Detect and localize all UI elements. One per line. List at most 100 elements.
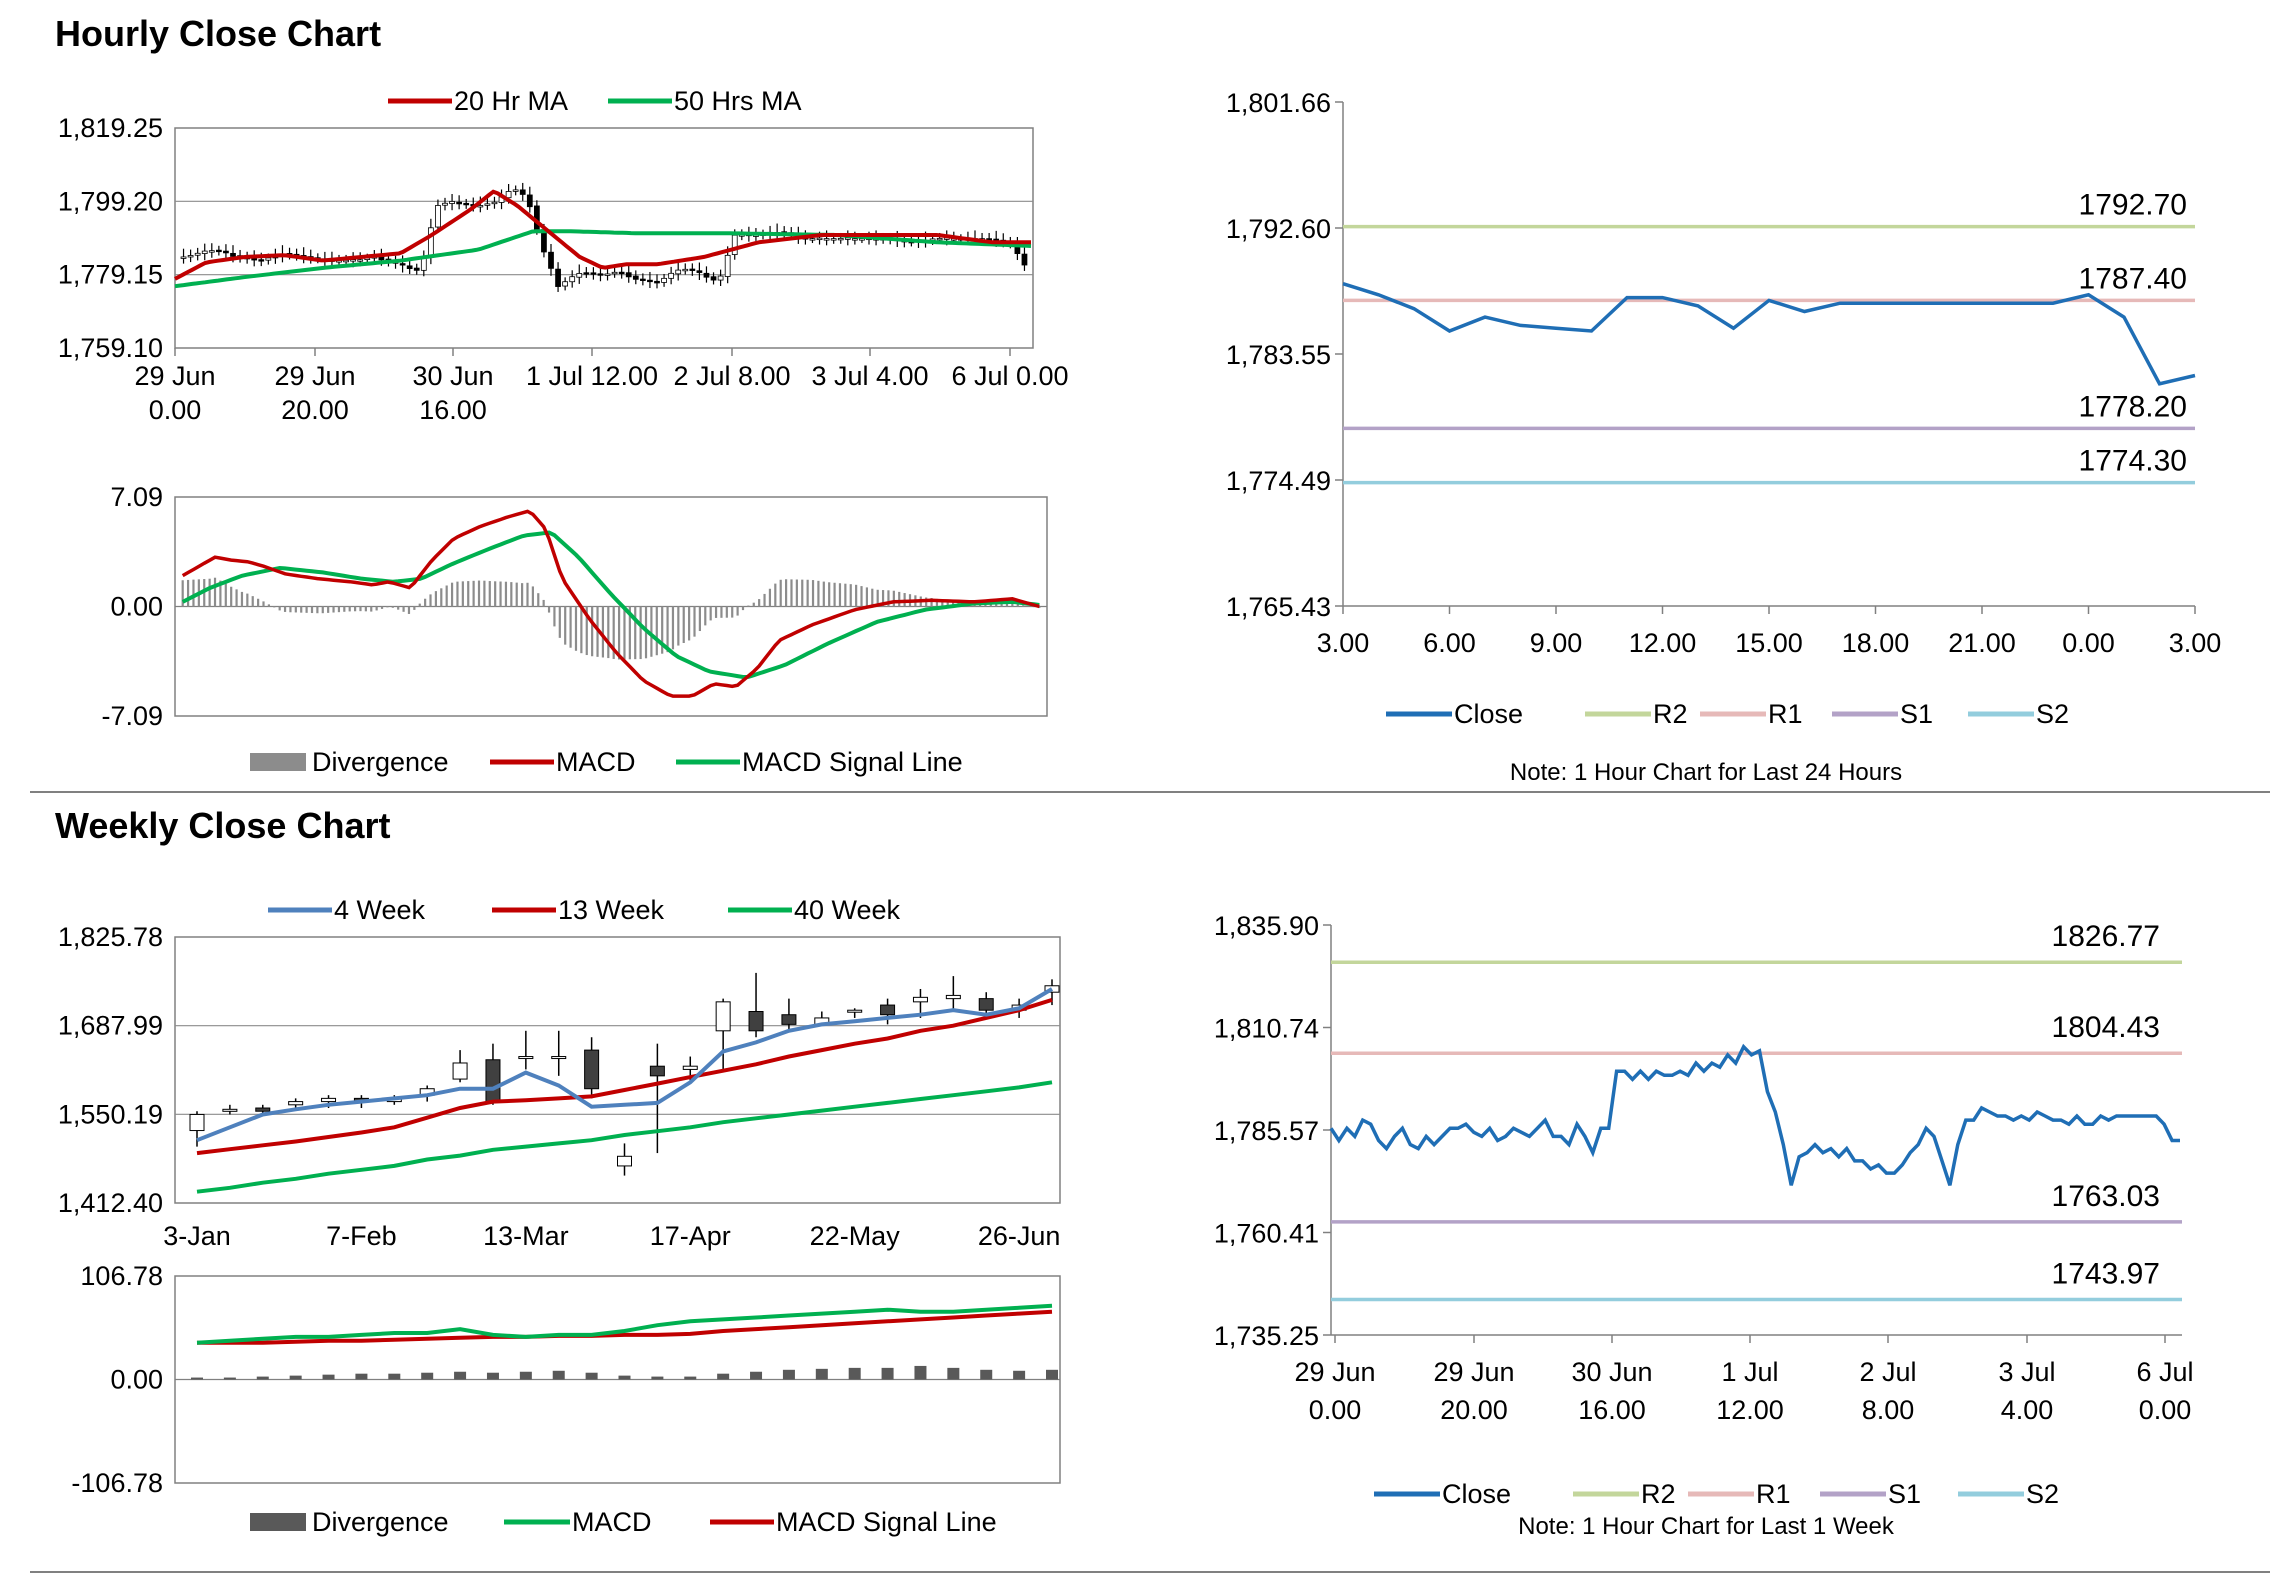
hourly-candle-body [1021, 253, 1028, 266]
hourly-candle-body [590, 272, 597, 275]
weekly-candle-body [1044, 985, 1060, 993]
weekly-price-y-tick: 1,687.99 [58, 1011, 163, 1041]
hourly-legend-50hrs-ma-label: 50 Hrs MA [674, 86, 802, 116]
weekly-price-chart: 1,825.78 1,687.99 1,550.19 1,412.403-Jan 7-F… [58, 895, 1061, 1251]
hourly-candle-body [717, 275, 724, 281]
hourly-level-label-s2: 1774.30 [2079, 445, 2187, 478]
weekly-macd-divergence-bar [782, 1369, 795, 1380]
weekly-candle-body [781, 1014, 797, 1025]
hourly-price-x-tick: 6 Jul 0.00 [951, 361, 1068, 391]
weekly-macd-y-tick: -106.78 [71, 1468, 163, 1498]
weekly-level-label-r2: 1826.77 [2052, 920, 2160, 953]
hourly-levels-note: Note: 1 Hour Chart for Last 24 Hours [1510, 759, 1902, 786]
weekly-macd-line [196, 1303, 1053, 1345]
hourly-legend-divergence-label: Divergence [312, 747, 449, 777]
weekly-macd-divergence-bar [585, 1372, 598, 1380]
weekly-macd-divergence-bar [717, 1373, 730, 1380]
hourly-levels-x-tick: 3.00 [2169, 628, 2222, 658]
hourly-candle-body [378, 256, 385, 261]
hourly-candle-body [689, 268, 696, 271]
hourly-candle-body [548, 251, 554, 269]
hourly-levels-y-tick: 1,774.49 [1226, 466, 1331, 496]
hourly-candle-body [463, 202, 470, 206]
weekly-4week-ma-line [196, 987, 1054, 1143]
weekly-levels-x-tick: 8.00 [1862, 1395, 1915, 1425]
weekly-levels-legend-close-label: Close [1442, 1479, 1511, 1509]
weekly-levels-legend-r1-label: R1 [1756, 1479, 1791, 1509]
weekly-candle-body [584, 1049, 600, 1090]
hourly-candle-body [435, 205, 441, 228]
hourly-macd-y-tick: 7.09 [110, 482, 163, 512]
weekly-price-y-tick: 1,412.40 [58, 1188, 163, 1218]
weekly-levels-x-tick: 2 Jul [1859, 1357, 1916, 1387]
weekly-levels-y-tick: 1,835.90 [1214, 911, 1319, 941]
hourly-levels-x-tick: 9.00 [1530, 628, 1583, 658]
hourly-macd-signal-line [181, 530, 1040, 680]
hourly-candle-body [682, 268, 689, 272]
hourly-candle-body [675, 269, 682, 275]
weekly-macd-y-tick: 106.78 [80, 1261, 163, 1291]
hourly-candle-body [611, 271, 618, 275]
weekly-legend-macd-signal-label: MACD Signal Line [776, 1507, 997, 1537]
hourly-candle-body [625, 272, 632, 278]
weekly-levels-legend-r2-label: R2 [1641, 1479, 1676, 1509]
hourly-candle-body [724, 254, 731, 277]
hourly-candle-body [413, 267, 420, 271]
hourly-levels-x-tick: 12.00 [1629, 628, 1697, 658]
hourly-candle-body [512, 189, 519, 192]
hourly-legend-macd-signal-label: MACD Signal Line [742, 747, 963, 777]
weekly-macd-divergence-bar [223, 1377, 236, 1380]
weekly-legend-4week-label: 4 Week [334, 895, 426, 925]
hourly-candle-body [569, 276, 576, 283]
hourly-candle-body [223, 250, 229, 254]
weekly-candle-body [682, 1065, 698, 1070]
hourly-macd-line [181, 509, 1040, 698]
hourly-candle-body [583, 272, 590, 275]
hourly-levels-x-tick: 0.00 [2062, 628, 2115, 658]
weekly-levels-x-tick: 6 Jul [2136, 1357, 2193, 1387]
hourly-candle-body [696, 270, 703, 273]
weekly-levels-x-tick: 4.00 [2001, 1395, 2054, 1425]
hourly-candle-body [816, 237, 823, 241]
hourly-candle-body [823, 238, 830, 241]
hourly-price-x-tick: 0.00 [149, 395, 202, 425]
weekly-levels-close-line [1329, 1043, 2180, 1186]
hourly-levels-y-tick: 1,783.55 [1226, 340, 1331, 370]
hourly-candle-body [230, 252, 236, 257]
weekly-macd-divergence-bar [1013, 1370, 1026, 1380]
hourly-price-y-tick: 1,759.10 [58, 333, 163, 363]
weekly-price-x-tick: 13-Mar [483, 1221, 569, 1251]
hourly-levels-legend-s2-label: S2 [2036, 699, 2069, 729]
weekly-price-x-tick: 17-Apr [650, 1221, 731, 1251]
weekly-candle-body [945, 994, 961, 1000]
hourly-legend-macd-label: MACD [556, 747, 636, 777]
weekly-macd-signal-line [197, 1309, 1053, 1345]
weekly-price-y-tick: 1,825.78 [58, 922, 163, 952]
weekly-macd-divergence-bar [1046, 1369, 1058, 1380]
weekly-macd-divergence-bar [684, 1376, 697, 1380]
weekly-levels-y-tick: 1,785.57 [1214, 1116, 1319, 1146]
hourly-candle-body [456, 201, 463, 205]
weekly-candle-body [617, 1155, 632, 1167]
hourly-price-y-tick: 1,819.25 [58, 113, 163, 143]
hourly-candle-body [505, 191, 512, 199]
hourly-candle-body [187, 255, 194, 258]
weekly-candle-body [847, 1009, 863, 1013]
hourly-candle-body [406, 265, 413, 270]
weekly-macd-divergence-bar [815, 1368, 828, 1380]
hourly-candle-body [837, 237, 844, 241]
hourly-50hr-ma-line [174, 229, 1032, 289]
hourly-candle-body [710, 276, 717, 281]
hourly-price-x-tick: 3 Jul 4.00 [811, 361, 928, 391]
hourly-levels-y-tick: 1,792.60 [1226, 214, 1331, 244]
weekly-macd-divergence-bar [651, 1376, 664, 1380]
weekly-macd-divergence-bar [355, 1373, 368, 1380]
hourly-candle-body [851, 238, 858, 241]
weekly-legend-40week-label: 40 Week [794, 895, 901, 925]
hourly-levels-legend-r2-label: R2 [1653, 699, 1688, 729]
hourly-candle-body [562, 281, 569, 287]
weekly-macd-chart: 106.78 0.00 -106.78 Divergence MACD MACD Sign… [71, 1261, 1061, 1537]
weekly-candle-body [189, 1113, 205, 1132]
